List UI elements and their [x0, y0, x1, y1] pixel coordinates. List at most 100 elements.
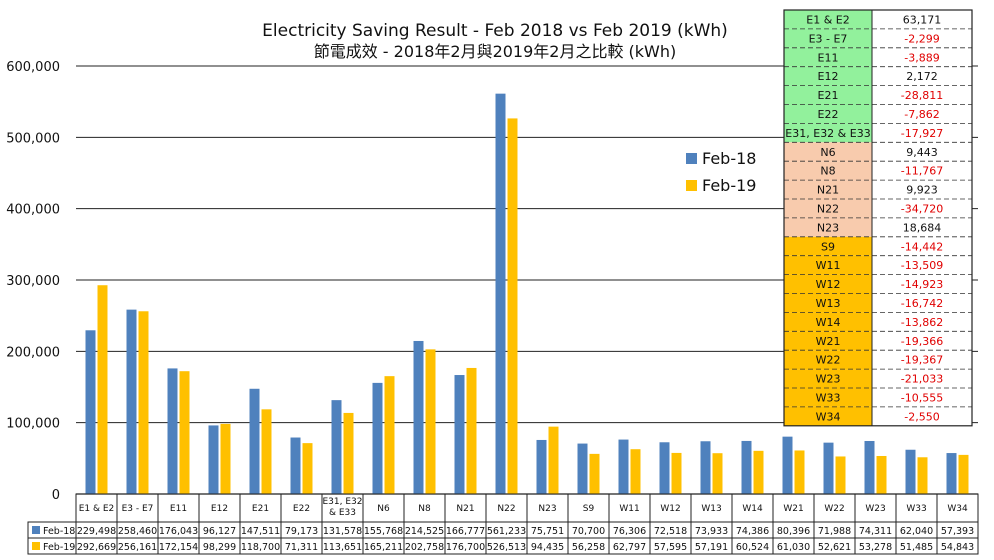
diff-value-bg: [872, 161, 972, 181]
diff-value-bg: [872, 217, 972, 237]
diff-row-label: E11: [818, 51, 839, 64]
category-label: W11: [619, 504, 639, 514]
diff-row-value: -14,923: [901, 278, 943, 291]
diff-row-value: -7,862: [904, 108, 939, 121]
diff-value-bg: [872, 236, 972, 256]
diff-value-bg: [872, 66, 972, 86]
table-cell-feb18: 176,043: [159, 526, 198, 537]
diff-row-value: -2,299: [904, 32, 939, 45]
diff-row-value: -2,550: [904, 410, 939, 423]
diff-value-bg: [872, 47, 972, 67]
y-tick-label: 0: [52, 488, 60, 503]
diff-row-value: -16,742: [901, 297, 943, 310]
bar-feb19: [712, 453, 723, 494]
diff-row-value: -13,509: [901, 259, 943, 272]
bar-feb19: [302, 443, 313, 494]
table-key-feb18: [32, 526, 40, 534]
bar-feb19: [876, 455, 887, 494]
diff-row-value: -17,927: [901, 127, 943, 140]
category-label: S9: [583, 504, 595, 514]
diff-row-bg: [784, 10, 872, 29]
category-label: N6: [377, 504, 390, 514]
diff-value-bg: [872, 388, 972, 407]
diff-row-bg: [784, 28, 872, 48]
category-label: N8: [418, 504, 431, 514]
diff-row-label: E22: [818, 108, 839, 121]
diff-row-label: N22: [817, 203, 839, 216]
bar-feb18: [413, 340, 424, 494]
table-cell-feb19: 61,030: [777, 542, 810, 553]
table-cell-feb18: 131,578: [323, 526, 362, 537]
table-cell-feb18: 76,306: [613, 526, 646, 537]
diff-row-label: E3 - E7: [809, 32, 848, 45]
diff-row-bg: [784, 369, 872, 388]
category-label: N22: [497, 504, 515, 514]
diff-value-bg: [872, 293, 972, 313]
category-label: E21: [252, 504, 269, 514]
diff-value-bg: [872, 331, 972, 351]
bar-feb19: [753, 450, 764, 494]
bar-feb18: [700, 441, 711, 494]
table-cell-feb19: 165,211: [364, 542, 403, 553]
table-cell-feb18: 80,396: [777, 526, 810, 537]
y-tick-label: 200,000: [6, 345, 60, 360]
bar-feb18: [536, 439, 547, 494]
legend-label-feb19: Feb-19: [702, 176, 756, 195]
diff-row-label: S9: [821, 240, 835, 253]
diff-row-bg: [784, 274, 872, 294]
diff-row-label: W34: [816, 410, 841, 423]
bar-feb19: [220, 423, 231, 494]
table-cell-feb18: 166,777: [446, 526, 485, 537]
y-tick-label: 300,000: [6, 274, 60, 289]
legend: Feb-18 Feb-19: [686, 149, 756, 195]
diff-row-label: W14: [816, 316, 841, 329]
table-cell-feb18: 155,768: [364, 526, 403, 537]
bar-feb19: [425, 349, 436, 494]
table-cell-feb19: 118,700: [241, 542, 280, 553]
diff-row-value: -21,033: [901, 373, 943, 386]
diff-row-label: N21: [817, 184, 839, 197]
diff-value-bg: [872, 199, 972, 218]
diff-row-value: -14,442: [901, 240, 943, 253]
legend-swatch-feb19: [686, 180, 697, 191]
difference-table: E1 & E2 63,171 E3 - E7 -2,299 E11 -3,889 E12 2,…: [783, 9, 973, 427]
diff-row-bg: [784, 388, 872, 407]
category-label: W13: [701, 504, 721, 514]
diff-row-label: W11: [816, 259, 841, 272]
diff-value-bg: [872, 274, 972, 294]
category-label: E22: [293, 504, 310, 514]
y-tick-label: 500,000: [6, 131, 60, 146]
y-tick-label: 600,000: [6, 60, 60, 75]
category-label: E3 - E7: [122, 504, 154, 514]
diff-value-bg: [872, 85, 972, 105]
table-cell-feb19: 53,278: [859, 542, 892, 553]
bar-feb19: [97, 285, 108, 494]
table-cell-feb18: 75,751: [531, 526, 564, 537]
bar-feb18: [167, 368, 178, 494]
diff-row-bg: [784, 142, 872, 162]
y-tick-label: 100,000: [6, 417, 60, 432]
category-label: W23: [865, 504, 885, 514]
diff-row-value: -3,889: [904, 51, 939, 64]
bar-feb18: [126, 309, 137, 494]
diff-row-value: -13,862: [901, 316, 943, 329]
table-cell-feb19: 57,191: [695, 542, 728, 553]
diff-row-label: W33: [816, 392, 841, 405]
diff-row-label: W21: [816, 335, 841, 348]
category-label: W34: [947, 504, 968, 514]
table-cell-feb18: 214,525: [405, 526, 444, 537]
category-label: N23: [538, 504, 556, 514]
bar-feb19: [794, 450, 805, 494]
diff-value-bg: [872, 180, 972, 199]
table-cell-feb18: 72,518: [654, 526, 687, 537]
diff-row-value: 9,443: [906, 146, 938, 159]
bar-feb19: [179, 371, 190, 494]
chart-subtitle: 節電成效 - 2018年2月與2019年2月之比較 (kWh): [314, 42, 677, 61]
table-cell-feb18: 73,933: [695, 526, 728, 537]
bar-feb18: [577, 443, 588, 494]
diff-value-bg: [872, 104, 972, 124]
table-series-feb18: Feb-18: [43, 526, 75, 537]
diff-value-bg: [872, 123, 972, 143]
diff-row-label: E21: [818, 89, 839, 102]
